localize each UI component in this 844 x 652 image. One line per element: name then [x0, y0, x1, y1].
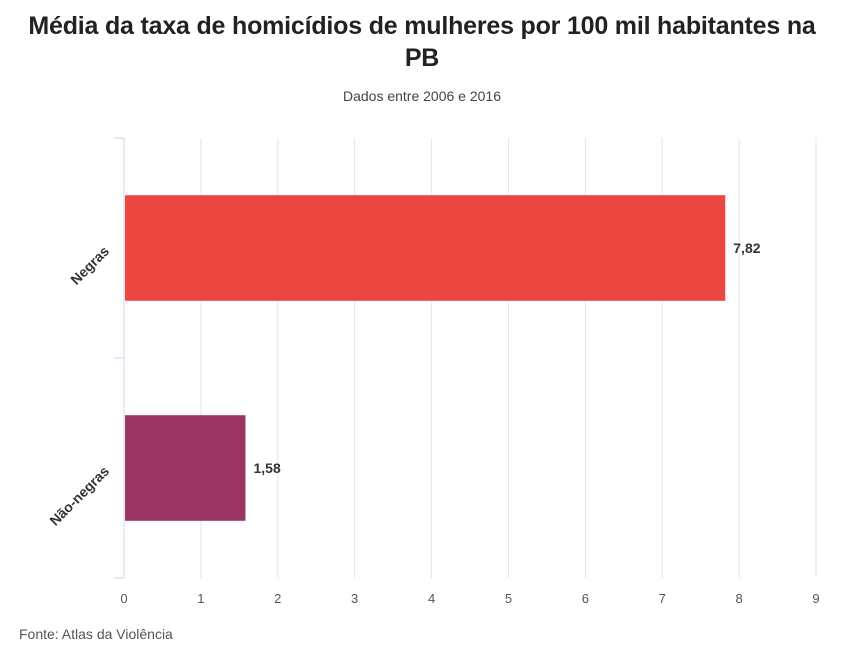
x-tick-label-9: 9	[812, 591, 819, 606]
x-tick-label-6: 6	[582, 591, 589, 606]
bars	[125, 195, 726, 521]
data-label-2: 1,58	[253, 460, 280, 476]
chart-subtitle: Dados entre 2006 e 2016	[342, 88, 501, 104]
category-label-2: Não-negras	[46, 463, 112, 529]
x-tick-label-4: 4	[428, 591, 435, 606]
x-tick-label-5: 5	[505, 591, 512, 606]
bar-1	[125, 195, 726, 301]
x-tick-label-0: 0	[120, 591, 127, 606]
chart-title: Média da taxa de homicídios de mulheres …	[28, 12, 816, 72]
x-tick-label-1: 1	[197, 591, 204, 606]
category-label-1: Negras	[67, 243, 112, 288]
category-axis	[114, 137, 125, 579]
x-tick-label-8: 8	[735, 591, 742, 606]
bar-2	[125, 415, 246, 521]
x-tick-label-7: 7	[659, 591, 666, 606]
category-labels: Negras Não-negras	[46, 243, 112, 529]
x-tick-label-3: 3	[351, 591, 358, 606]
x-tick-label-2: 2	[274, 591, 281, 606]
data-labels: 7,82 1,58	[253, 240, 760, 476]
x-axis-ticks: 0 1 2 3 4 5 6 7 8 9	[120, 591, 819, 606]
data-label-1: 7,82	[733, 240, 760, 256]
source-note: Fonte: Atlas da Violência	[19, 626, 173, 642]
